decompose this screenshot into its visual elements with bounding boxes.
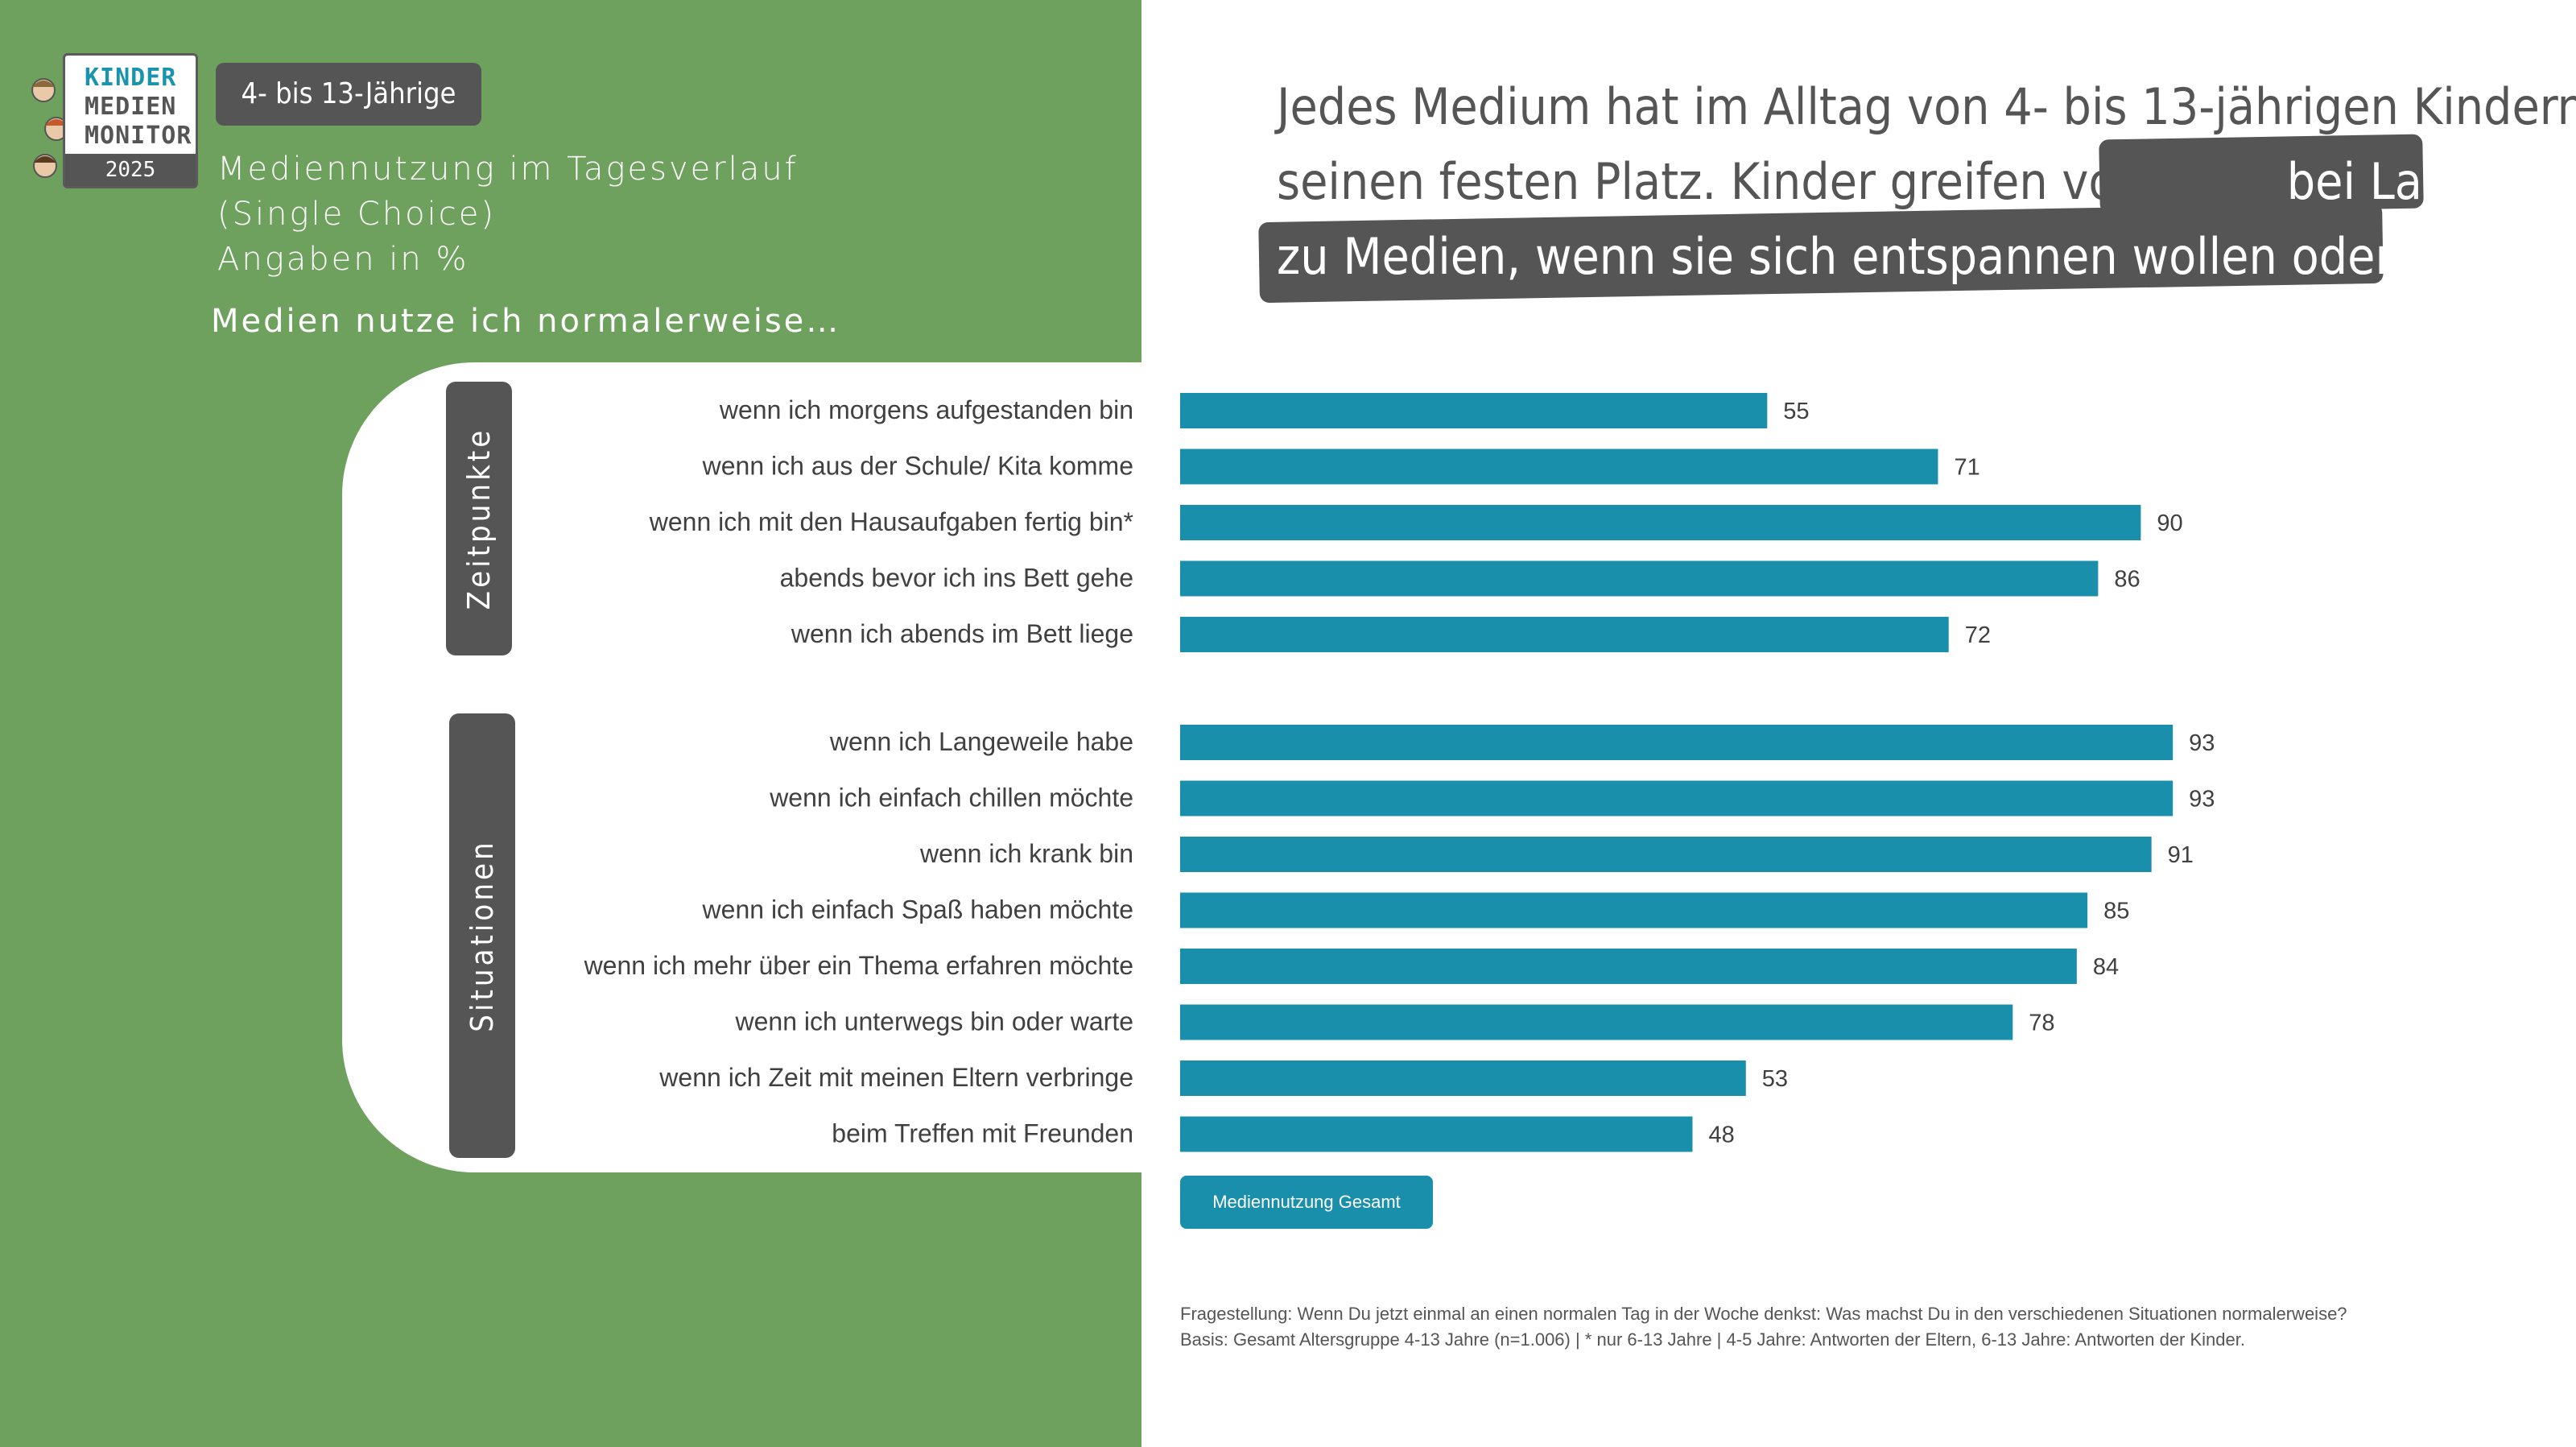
logo-year: 2025 [65, 154, 196, 186]
chart-subtitle: Mediennutzung im Tagesverlauf (Single Ch… [217, 147, 799, 282]
data-label: 84 [2093, 954, 2119, 980]
data-label: 48 [1708, 1122, 1734, 1148]
group-tab-situationen: Situationen [449, 713, 515, 1158]
legend-mediennutzung-gesamt: Mediennutzung Gesamt [1180, 1176, 1433, 1229]
logo-line-3: MONITOR [85, 122, 192, 150]
bar-1-3 [1180, 892, 2088, 928]
headline-line-2-highlight: bei Langeweile [2286, 152, 2576, 211]
age-group-badge: 4- bis 13-Jährige [216, 63, 481, 126]
bar-1-6 [1180, 1060, 1746, 1096]
category-label: wenn ich Langeweile habe [829, 727, 1133, 756]
data-label: 53 [1762, 1066, 1788, 1092]
data-label: 85 [2103, 899, 2129, 924]
data-label: 93 [2189, 730, 2215, 756]
category-label: wenn ich aus der Schule/ Kita komme [702, 452, 1133, 481]
bar-1-0 [1180, 725, 2174, 760]
category-label: wenn ich morgens aufgestanden bin [719, 395, 1133, 424]
data-label: 91 [2168, 842, 2194, 868]
bar-0-1 [1180, 449, 1938, 485]
category-label: wenn ich mit den Hausaufgaben fertig bin… [649, 507, 1133, 536]
data-label: 93 [2189, 787, 2215, 812]
footnote-basis: Basis: Gesamt Altersgruppe 4-13 Jahre (n… [1180, 1329, 2245, 1350]
data-label: 90 [2157, 511, 2182, 536]
bar-1-2 [1180, 837, 2152, 872]
headline-line-2: seinen festen Platz. Kinder greifen vor … [1277, 144, 2576, 219]
logo-line-1: KINDER [85, 64, 177, 92]
footnote: Fragestellung: Wenn Du jetzt einmal an e… [1180, 1301, 2404, 1353]
bar-0-4 [1180, 617, 1949, 652]
bar-1-5 [1180, 1004, 2013, 1040]
kinder-medien-monitor-logo: KINDER MEDIEN MONITOR 2025 [63, 53, 198, 188]
category-label: wenn ich krank bin [919, 839, 1133, 868]
bar-1-1 [1180, 780, 2174, 817]
category-label: beim Treffen mit Freunden [832, 1119, 1133, 1148]
category-label: wenn ich einfach chillen möchte [769, 783, 1133, 812]
logo-line-2: MEDIEN [85, 93, 177, 121]
category-label: wenn ich abends im Bett liege [791, 619, 1133, 648]
headline-line-2-plain: seinen festen Platz. Kinder greifen vor … [1277, 152, 2273, 211]
data-label: 55 [1783, 399, 1809, 424]
data-label: 71 [1954, 455, 1979, 481]
subtitle-line: Angaben in % [217, 241, 469, 278]
group-tab-zeitpunkte: Zeitpunkte [446, 382, 512, 655]
headline-line-1: Jedes Medium hat im Alltag von 4- bis 13… [1277, 77, 2576, 136]
bar-1-7 [1180, 1116, 1693, 1152]
question-lead-text: Medien nutze ich normalerweise… [211, 303, 841, 340]
category-label: abends bevor ich ins Bett gehe [780, 564, 1133, 593]
data-label: 72 [1965, 622, 1991, 648]
headline: Jedes Medium hat im Alltag von 4- bis 13… [1258, 69, 2576, 304]
bar-0-0 [1180, 393, 1768, 428]
headline-line-3: zu Medien, wenn sie sich entspannen woll… [1277, 227, 2576, 286]
bar-0-3 [1180, 560, 2099, 597]
subtitle-line: Mediennutzung im Tagesverlauf [217, 151, 799, 188]
data-label: 78 [2029, 1011, 2054, 1036]
subtitle-line: (Single Choice) [217, 196, 496, 233]
bar-0-2 [1180, 505, 2141, 540]
category-label: wenn ich Zeit mit meinen Eltern verbring… [658, 1063, 1133, 1092]
data-label: 86 [2114, 567, 2140, 593]
category-label: wenn ich unterwegs bin oder warte [735, 1007, 1134, 1036]
bar-1-4 [1180, 949, 2077, 984]
footnote-question: Fragestellung: Wenn Du jetzt einmal an e… [1180, 1304, 2347, 1324]
category-label: wenn ich einfach Spaß haben möchte [702, 895, 1133, 924]
category-label: wenn ich mehr über ein Thema erfahren mö… [584, 951, 1133, 980]
